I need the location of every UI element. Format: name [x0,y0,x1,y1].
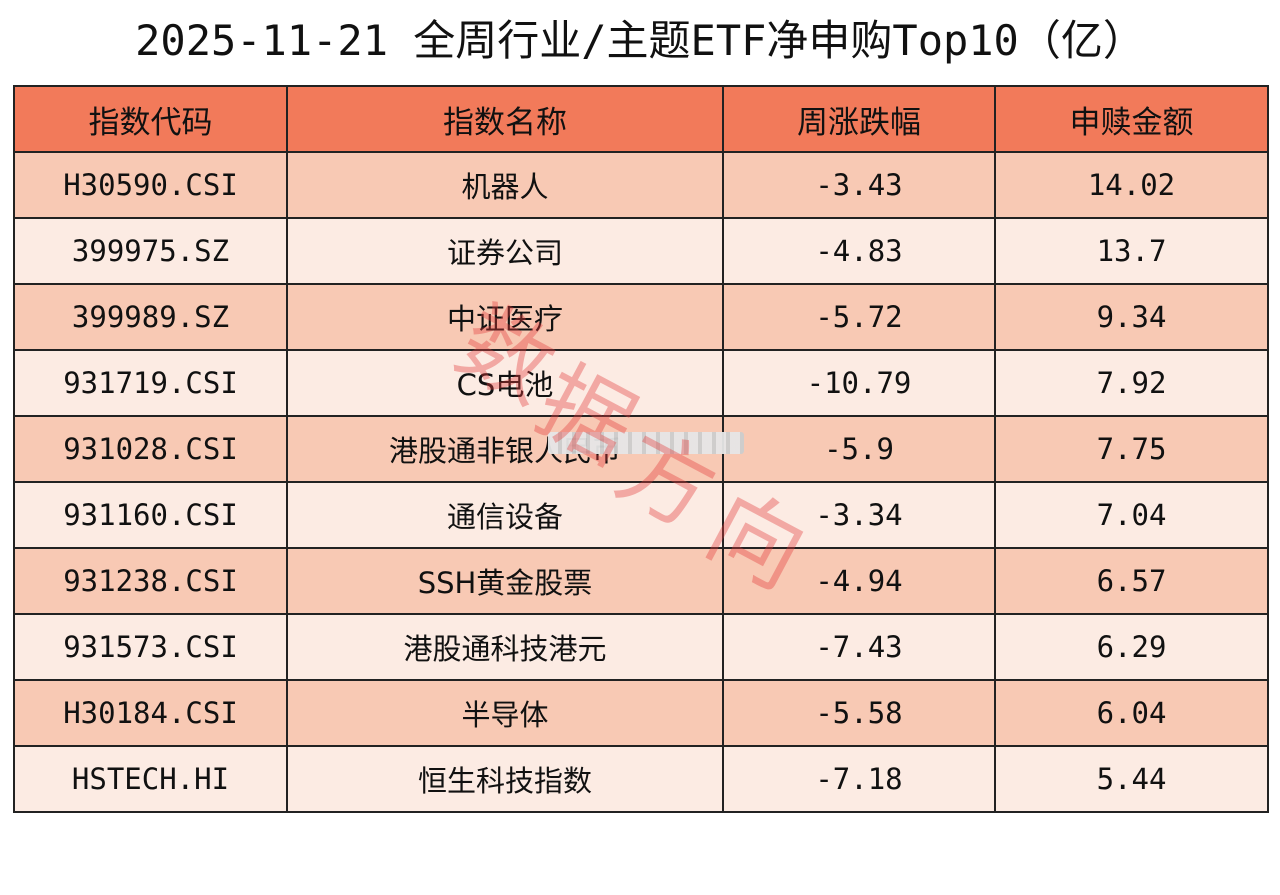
cell-subscription-amount: 13.7 [994,217,1269,285]
header-subscription-amount: 申赎金额 [994,85,1269,153]
table-row: 931238.CSI SSH黄金股票 -4.94 6.57 [13,547,1269,615]
header-index-code: 指数代码 [13,85,288,153]
cell-subscription-amount: 9.34 [994,283,1269,351]
table-row: H30590.CSI 机器人 -3.43 14.02 [13,151,1269,219]
cell-weekly-change: -5.58 [722,679,996,747]
table-body: H30590.CSI 机器人 -3.43 14.02 399975.SZ 证券公司 -4.8… [13,151,1269,813]
table-row: 399975.SZ 证券公司 -4.83 13.7 [13,217,1269,285]
cell-index-name: 港股通科技港元 [286,613,724,681]
cell-index-code: HSTECH.HI [13,745,288,813]
cell-index-code: 931573.CSI [13,613,288,681]
redaction-blur [548,432,744,454]
cell-weekly-change: -5.9 [722,415,996,483]
cell-subscription-amount: 14.02 [994,151,1269,219]
cell-subscription-amount: 6.04 [994,679,1269,747]
table-row: 931573.CSI 港股通科技港元 -7.43 6.29 [13,613,1269,681]
table-row: 931160.CSI 通信设备 -3.34 7.04 [13,481,1269,549]
cell-weekly-change: -4.83 [722,217,996,285]
cell-subscription-amount: 5.44 [994,745,1269,813]
cell-weekly-change: -7.18 [722,745,996,813]
table-row: H30184.CSI 半导体 -5.58 6.04 [13,679,1269,747]
cell-weekly-change: -10.79 [722,349,996,417]
cell-subscription-amount: 7.75 [994,415,1269,483]
cell-weekly-change: -3.34 [722,481,996,549]
cell-index-code: 931238.CSI [13,547,288,615]
cell-weekly-change: -3.43 [722,151,996,219]
cell-subscription-amount: 6.29 [994,613,1269,681]
table-row: 399989.SZ 中证医疗 -5.72 9.34 [13,283,1269,351]
cell-index-name: 证券公司 [286,217,724,285]
cell-index-code: H30184.CSI [13,679,288,747]
table-row: 931028.CSI 港股通非银人民币 -5.9 7.75 [13,415,1269,483]
cell-index-name: CS电池 [286,349,724,417]
header-index-name: 指数名称 [286,85,724,153]
cell-index-name: 恒生科技指数 [286,745,724,813]
cell-index-name: 机器人 [286,151,724,219]
cell-weekly-change: -5.72 [722,283,996,351]
cell-index-name: SSH黄金股票 [286,547,724,615]
cell-subscription-amount: 7.92 [994,349,1269,417]
cell-index-code: 931028.CSI [13,415,288,483]
table-row: 931719.CSI CS电池 -10.79 7.92 [13,349,1269,417]
cell-index-name: 中证医疗 [286,283,724,351]
header-weekly-change: 周涨跌幅 [722,85,996,153]
cell-index-code: 931160.CSI [13,481,288,549]
cell-index-name: 半导体 [286,679,724,747]
etf-table: 指数代码 指数名称 周涨跌幅 申赎金额 H30590.CSI 机器人 -3.43 14… [13,85,1269,813]
cell-weekly-change: -4.94 [722,547,996,615]
cell-index-code: 399975.SZ [13,217,288,285]
cell-weekly-change: -7.43 [722,613,996,681]
cell-index-code: H30590.CSI [13,151,288,219]
page-title: 2025-11-21 全周行业/主题ETF净申购Top10（亿） [135,16,1145,65]
table-row: HSTECH.HI 恒生科技指数 -7.18 5.44 [13,745,1269,813]
cell-index-code: 931719.CSI [13,349,288,417]
table-header-row: 指数代码 指数名称 周涨跌幅 申赎金额 [13,85,1269,153]
cell-subscription-amount: 6.57 [994,547,1269,615]
cell-subscription-amount: 7.04 [994,481,1269,549]
cell-index-name: 通信设备 [286,481,724,549]
cell-index-code: 399989.SZ [13,283,288,351]
